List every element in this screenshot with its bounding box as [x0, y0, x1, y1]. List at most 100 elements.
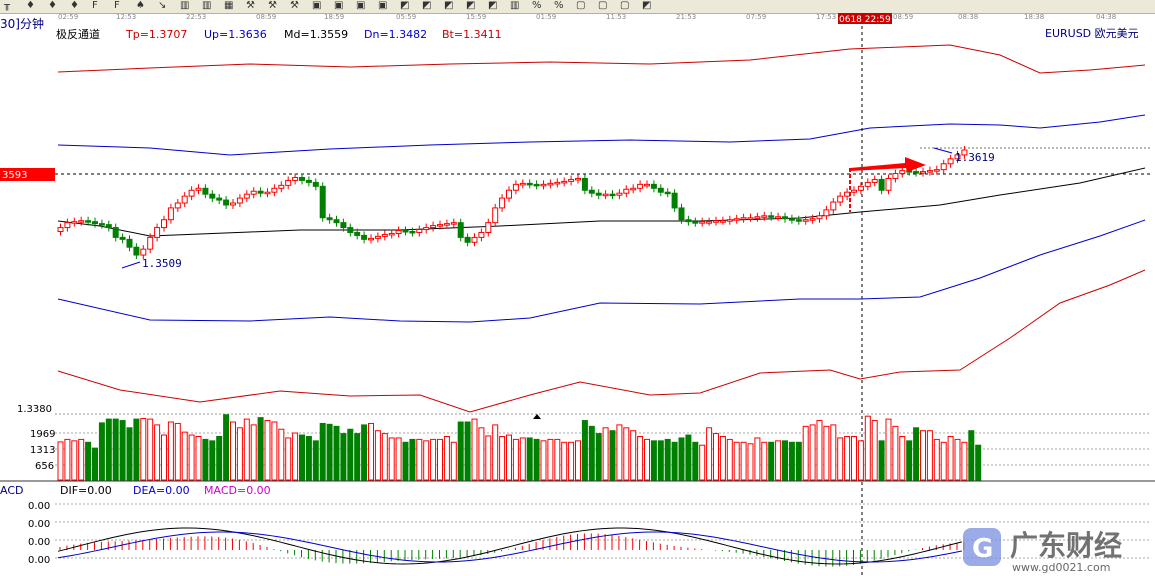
volume-bar	[878, 440, 885, 481]
candle-body	[98, 223, 105, 226]
gold-icon[interactable]: ♦	[48, 0, 57, 11]
volume-bar	[664, 438, 671, 481]
chart-icon[interactable]: ◩	[488, 0, 498, 11]
candle-body	[568, 178, 575, 182]
candle-body	[85, 220, 92, 223]
tools-icon[interactable]: ⚒	[268, 0, 277, 11]
volume-bar	[216, 436, 223, 481]
volume-bar	[499, 436, 506, 481]
candle-body	[657, 187, 664, 193]
volume-bar	[906, 440, 913, 481]
bars-icon[interactable]: ▥	[180, 0, 190, 11]
candle-body	[457, 222, 464, 238]
candle-body	[588, 189, 595, 194]
candle-body	[706, 221, 713, 224]
stock-icon[interactable]: ▣	[356, 0, 366, 11]
candle-body	[609, 193, 616, 197]
volume-bar	[450, 441, 457, 481]
volume-bar	[167, 421, 174, 481]
volume-bar	[802, 425, 809, 481]
low-annotation: 1.3509	[142, 257, 182, 270]
volume-bar	[768, 441, 775, 481]
volume-bar	[416, 438, 423, 481]
candle-body	[395, 230, 402, 234]
volume-bar	[278, 428, 285, 481]
volume-bar	[885, 418, 892, 481]
candle-icon[interactable]: ♠	[136, 0, 145, 11]
candle-body	[761, 215, 768, 218]
bt-value: Bt=1.3411	[442, 28, 502, 41]
candle-body	[851, 189, 857, 193]
chart-icon[interactable]: ◩	[422, 0, 432, 11]
candle-body	[540, 183, 547, 187]
dn-value: Dn=1.3482	[364, 28, 427, 41]
time-axis-label: 22:53	[186, 13, 207, 21]
volume-bar	[181, 431, 188, 481]
bars-icon[interactable]: ▥	[510, 0, 520, 11]
percent-icon[interactable]: %	[532, 0, 542, 11]
volume-bar	[871, 420, 878, 481]
candle-body	[361, 234, 368, 240]
time-axis-label: 18:59	[324, 13, 345, 21]
candle-body	[899, 170, 906, 175]
candle-body	[954, 154, 961, 160]
chart-icon[interactable]: ◩	[444, 0, 454, 11]
upper-band-line	[57, 114, 1146, 156]
candle-body	[299, 176, 305, 181]
candle-body	[292, 176, 299, 181]
volume-bar	[506, 434, 512, 481]
time-axis-label: 08:38	[958, 13, 979, 21]
volume-bar	[368, 422, 374, 481]
tools-icon[interactable]: ⚒	[290, 0, 299, 11]
candle-body	[416, 229, 423, 233]
stock-icon[interactable]: ▣	[312, 0, 322, 11]
chart-icon[interactable]: ◩	[400, 0, 410, 11]
candle-body	[913, 171, 920, 174]
tools-icon[interactable]: ⚒	[246, 0, 255, 11]
grid-icon[interactable]: ▦	[224, 0, 234, 11]
candle-body	[167, 207, 174, 221]
volume-bar	[78, 438, 85, 481]
volume-bar	[492, 424, 499, 481]
candle-body	[616, 192, 623, 196]
stock-icon[interactable]: ▣	[378, 0, 388, 11]
f-icon[interactable]: F	[92, 0, 98, 11]
percent-icon[interactable]: %	[554, 0, 564, 11]
volume-bar	[726, 438, 733, 481]
volume-marker	[533, 414, 541, 419]
candle-body	[892, 173, 899, 179]
volume-bar	[512, 438, 519, 481]
candle-body	[112, 227, 119, 238]
time-axis-label: 08:59	[893, 13, 914, 21]
tp-value: Tp=1.3707	[125, 28, 187, 41]
volume-bar	[864, 415, 871, 481]
candle-body	[374, 235, 381, 239]
toolbar: ╥ ♦ ♦ ♦ F F ♠ ↘ ▥ ▥ ▦ ⚒ ⚒ ⚒ ▣ ▣ ▣ ▣ ◩ ◩ ◩ ◩ ◩ ▥%% ▢ ▢ ▢ ◩	[0, 0, 1155, 14]
candle-body	[581, 177, 588, 191]
volume-bar	[98, 422, 105, 481]
volume-bar	[775, 440, 782, 481]
middle-line	[57, 167, 1146, 237]
candle-body	[547, 182, 554, 186]
bars-icon[interactable]: ▥	[202, 0, 212, 11]
gold-icon[interactable]: ♦	[26, 0, 35, 11]
candle-body	[271, 187, 278, 193]
watermark: G 广东财经 www.gd0021.com	[963, 528, 1122, 574]
window-icon[interactable]: ▢	[598, 0, 608, 11]
window-icon[interactable]: ▢	[576, 0, 586, 11]
gold-icon[interactable]: ♦	[70, 0, 79, 11]
chart-icon[interactable]: ◩	[642, 0, 652, 11]
stock-icon[interactable]: ▣	[334, 0, 344, 11]
time-axis-label: 17:53	[816, 13, 837, 21]
draw-icon[interactable]: ↘	[158, 0, 167, 11]
bar-icon[interactable]: ╥	[4, 0, 11, 11]
window-icon[interactable]: ▢	[620, 0, 630, 11]
chart-icon[interactable]: ◩	[466, 0, 476, 11]
candle-body	[119, 236, 126, 240]
volume-bar	[126, 427, 133, 481]
candle-body	[347, 227, 354, 233]
f-icon[interactable]: F	[114, 0, 120, 11]
volume-bar	[609, 430, 616, 481]
candle-body	[78, 220, 85, 223]
candle-body	[499, 197, 506, 209]
